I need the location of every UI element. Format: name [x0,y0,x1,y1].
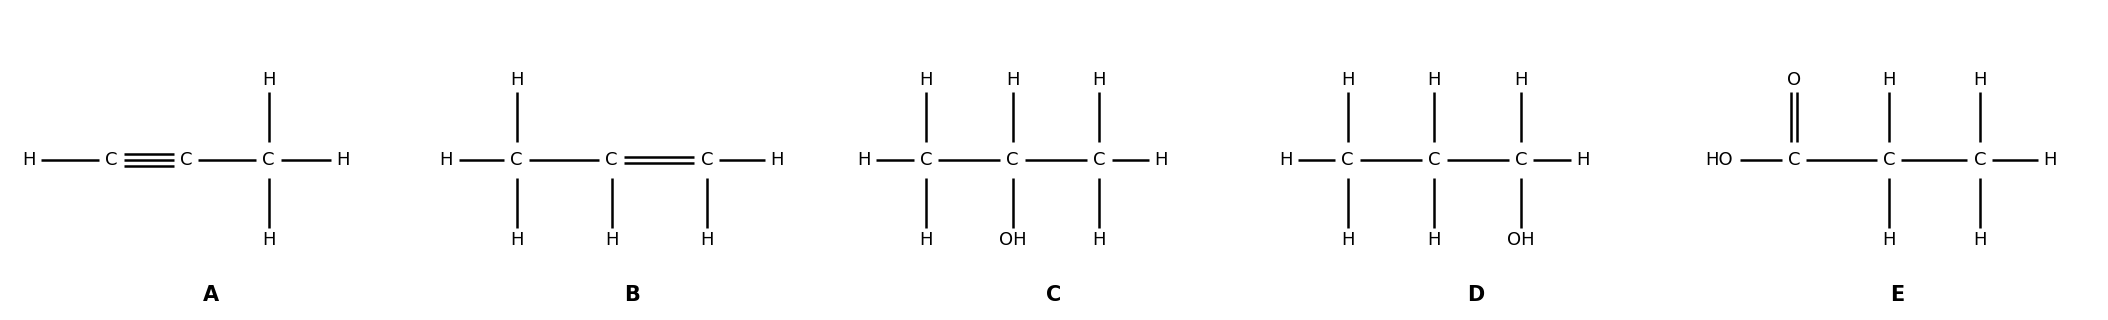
Text: H: H [769,151,784,169]
Text: H: H [919,71,932,89]
Text: H: H [510,231,523,249]
Text: H: H [1882,71,1895,89]
Text: H: H [1341,231,1353,249]
Text: H: H [1280,151,1292,169]
Text: C: C [605,151,618,169]
Text: C: C [700,151,713,169]
Text: C: C [179,151,192,169]
Text: C: C [1516,151,1528,169]
Text: H: H [1973,71,1986,89]
Text: B: B [624,285,641,305]
Text: H: H [2043,151,2057,169]
Text: E: E [1891,285,1904,305]
Text: H: H [1427,71,1442,89]
Text: H: H [1092,231,1107,249]
Text: HO: HO [1705,151,1733,169]
Text: H: H [1006,71,1020,89]
Text: H: H [1577,151,1589,169]
Text: C: C [510,151,523,169]
Text: H: H [1882,231,1895,249]
Text: OH: OH [999,231,1027,249]
Text: H: H [1973,231,1986,249]
Text: C: C [1788,151,1800,169]
Text: H: H [261,71,276,89]
Text: H: H [858,151,871,169]
Text: H: H [510,71,523,89]
Text: H: H [1092,71,1107,89]
Text: C: C [1006,151,1018,169]
Text: H: H [919,231,932,249]
Text: C: C [1882,151,1895,169]
Text: H: H [1155,151,1168,169]
Text: H: H [605,231,618,249]
Text: C: C [1094,151,1107,169]
Text: H: H [261,231,276,249]
Text: H: H [23,151,36,169]
Text: H: H [1427,231,1442,249]
Text: H: H [700,231,713,249]
Text: C: C [1046,285,1062,305]
Text: H: H [337,151,350,169]
Text: C: C [1427,151,1440,169]
Text: C: C [1341,151,1353,169]
Text: C: C [919,151,932,169]
Text: H: H [1341,71,1353,89]
Text: H: H [1514,71,1528,89]
Text: C: C [1973,151,1986,169]
Text: C: C [105,151,118,169]
Text: O: O [1788,71,1800,89]
Text: C: C [261,151,274,169]
Text: D: D [1467,285,1484,305]
Text: OH: OH [1507,231,1535,249]
Text: A: A [202,285,219,305]
Text: H: H [441,151,453,169]
